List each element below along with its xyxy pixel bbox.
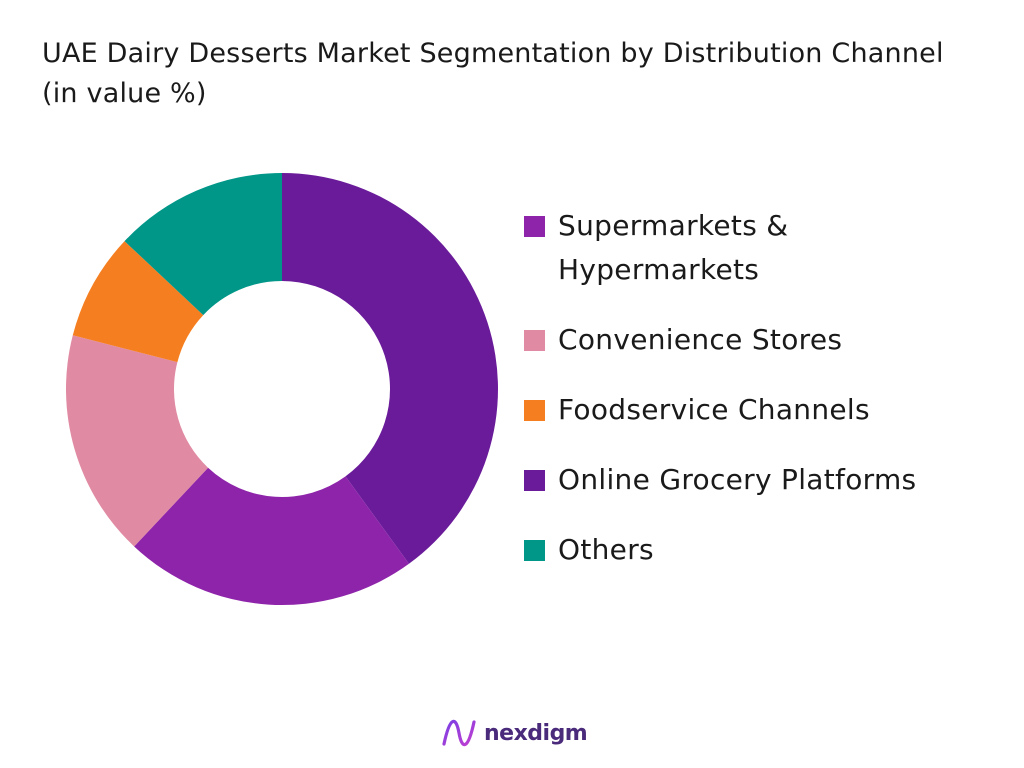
legend-item-supermarkets: Supermarkets & Hypermarkets [524, 204, 998, 292]
nexdigm-logo-icon [442, 720, 476, 746]
legend-item-foodservice: Foodservice Channels [524, 388, 998, 432]
logo-text: nexdigm [484, 720, 588, 746]
legend-swatch-convenience [524, 330, 545, 351]
donut-slice-foodservice-channels [72, 241, 204, 363]
legend-swatch-foodservice [524, 400, 545, 421]
donut-slice-others [124, 173, 282, 316]
legend-item-convenience: Convenience Stores [524, 318, 998, 362]
legend-label-online: Online Grocery Platforms [558, 463, 917, 496]
donut-slice-supermarkets-hypermarkets [134, 467, 409, 605]
legend-item-others: Others [524, 528, 998, 572]
legend-swatch-online [524, 470, 545, 491]
legend-label-others: Others [558, 533, 654, 566]
donut-slice-online-grocery-platforms [282, 173, 498, 564]
legend-label-supermarkets: Supermarkets & Hypermarkets [558, 209, 789, 286]
legend-swatch-others [524, 540, 545, 561]
legend-item-online: Online Grocery Platforms [524, 458, 998, 502]
chart-title: UAE Dairy Desserts Market Segmentation b… [42, 38, 944, 109]
brand-logo: nexdigm [440, 714, 588, 752]
donut-slice-convenience-stores [66, 335, 209, 547]
legend-label-foodservice: Foodservice Channels [558, 393, 870, 426]
legend-swatch-supermarkets [524, 216, 545, 237]
legend-label-convenience: Convenience Stores [558, 323, 843, 356]
